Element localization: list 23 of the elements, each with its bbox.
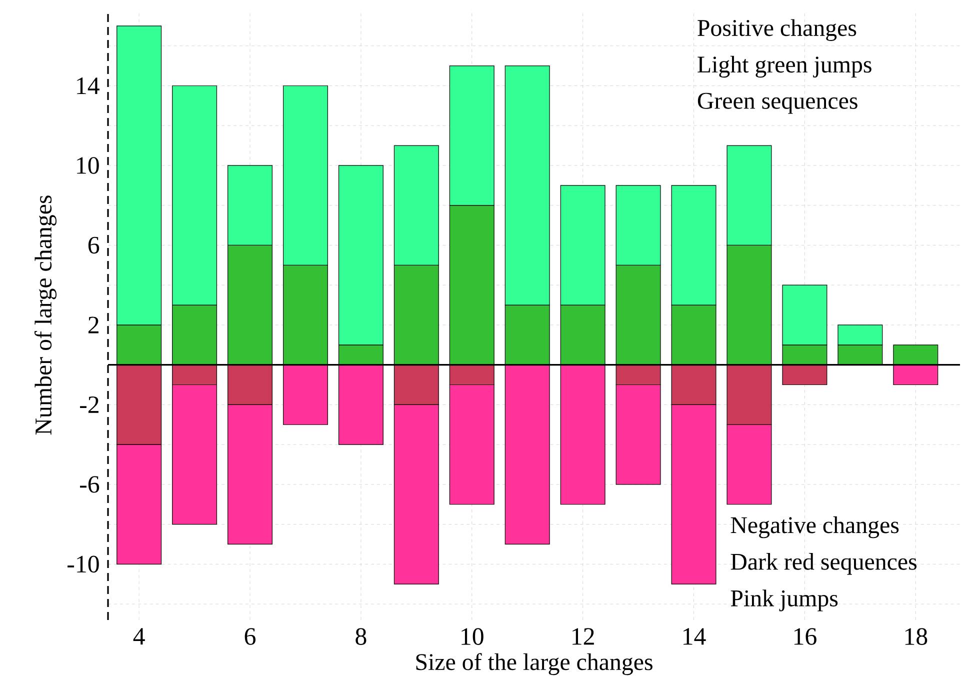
x-tick-label: 4 xyxy=(133,628,145,645)
y-tick-label: -2 xyxy=(80,396,98,413)
y-tick-label: 6 xyxy=(88,236,100,254)
y-tick-label: -10 xyxy=(68,556,99,573)
annotation: Light green jumps xyxy=(698,56,872,78)
annotation: Pink jumps xyxy=(730,590,838,612)
y-tick-label: 14 xyxy=(77,78,100,94)
x-axis-title: Size of the large changes xyxy=(416,653,652,676)
annotation: Dark red sequences xyxy=(730,553,916,575)
x-tick-label: 12 xyxy=(572,628,594,645)
y-tick-label: -6 xyxy=(80,476,100,493)
annotation: Negative changes xyxy=(730,516,899,538)
annotation: Green sequences xyxy=(698,92,858,114)
x-tick-label: 14 xyxy=(683,628,706,645)
y-tick-label: 10 xyxy=(77,157,99,174)
x-tick-label: 16 xyxy=(794,628,816,645)
x-tick-label: 6 xyxy=(244,628,256,645)
annotation: Positive changes xyxy=(698,19,856,41)
x-tick-label: 18 xyxy=(905,628,928,645)
y-axis-title: Number of large changes xyxy=(34,196,56,435)
x-tick-label: 8 xyxy=(356,628,366,645)
x-tick-label: 10 xyxy=(462,628,484,645)
y-tick-label: 2 xyxy=(88,316,98,334)
